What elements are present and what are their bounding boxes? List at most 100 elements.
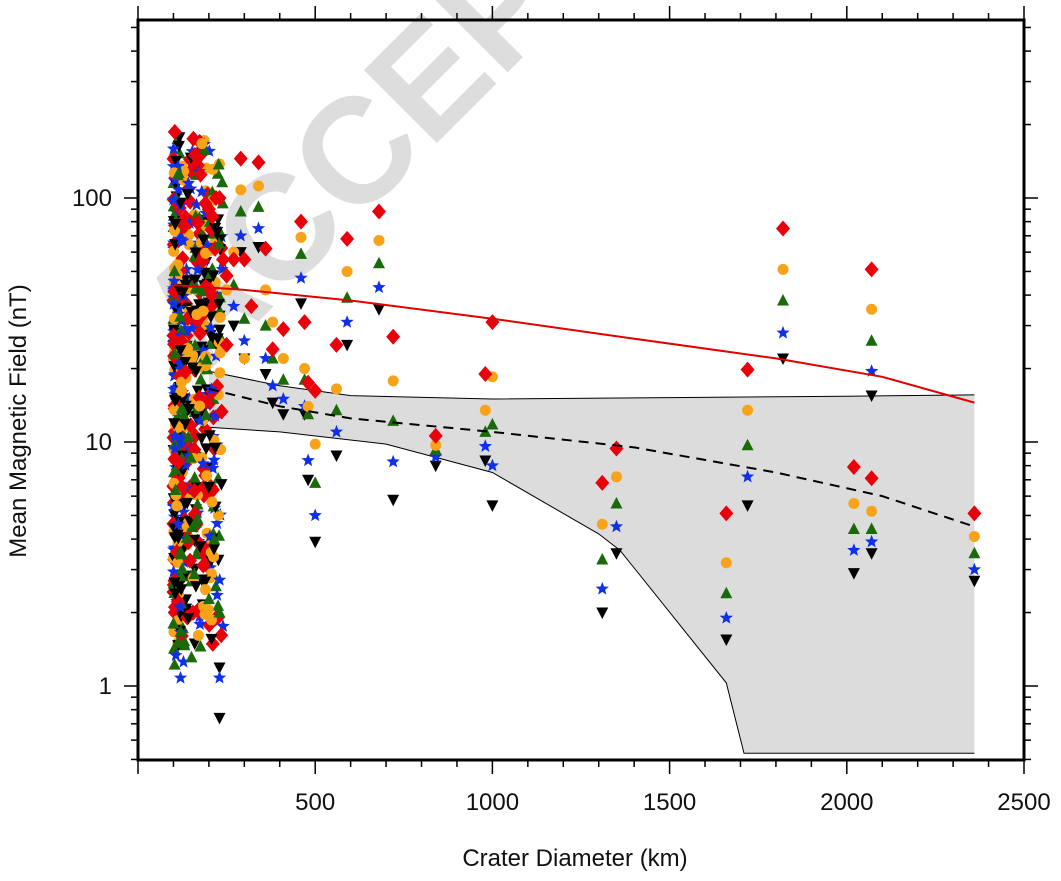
inverted-triangle-point	[203, 430, 216, 442]
triangle-point	[194, 639, 207, 652]
star-point	[865, 534, 879, 548]
inverted-triangle-point	[215, 479, 228, 491]
star-point	[276, 392, 290, 405]
star-point	[340, 315, 354, 328]
diamond-point	[297, 314, 312, 331]
dashed-fit-line	[208, 387, 975, 528]
circle-point	[214, 312, 226, 324]
star-point	[429, 449, 443, 463]
inverted-triangle-point	[486, 500, 499, 512]
inverted-triangle-point	[968, 575, 981, 588]
circle-point	[299, 363, 311, 375]
inverted-triangle-point	[190, 366, 203, 378]
diamond-point	[276, 321, 291, 338]
star-point	[174, 362, 188, 375]
star-point	[847, 543, 861, 556]
inverted-triangle-point	[213, 662, 226, 675]
star-point	[175, 531, 190, 545]
inverted-triangle-point	[169, 588, 182, 600]
x-tick-label: 1500	[643, 789, 696, 816]
triangle-point	[212, 599, 225, 611]
circle-point	[387, 375, 399, 387]
diamond-point	[244, 298, 259, 315]
diamond-point	[371, 203, 386, 220]
diamond-point	[177, 218, 192, 235]
inverted-triangle-point	[204, 311, 217, 324]
triangle-point	[190, 547, 203, 560]
triangle-point	[175, 402, 188, 414]
inverted-triangle-point	[302, 474, 315, 487]
star-point	[177, 505, 191, 518]
inverted-triangle-point	[202, 482, 215, 494]
triangle-point	[309, 476, 322, 488]
diamond-point	[193, 325, 208, 342]
circle-point	[194, 400, 206, 412]
triangle-point	[174, 625, 187, 637]
inverted-triangle-point	[212, 298, 225, 311]
triangle-point	[259, 319, 272, 331]
triangle-point	[188, 567, 201, 579]
star-point	[172, 352, 187, 366]
star-point	[166, 564, 181, 578]
star-point	[167, 274, 181, 287]
inverted-triangle-point	[170, 155, 183, 168]
star-point	[251, 221, 266, 235]
y-tick-label: 10	[85, 429, 112, 456]
circle-point	[267, 316, 279, 328]
triangle-point	[174, 545, 187, 558]
star-point	[189, 197, 204, 211]
star-point	[167, 297, 181, 310]
diamond-point	[294, 213, 309, 230]
star-point	[193, 617, 207, 630]
inverted-triangle-point	[188, 638, 201, 650]
inverted-triangle-point	[174, 197, 187, 210]
star-point	[865, 364, 879, 377]
star-point	[166, 141, 181, 155]
star-point	[386, 454, 400, 468]
triangle-point	[212, 158, 225, 170]
band-upper-edge	[208, 370, 975, 400]
inverted-triangle-point	[259, 368, 272, 381]
inverted-triangle-point	[209, 222, 222, 235]
inverted-triangle-point	[193, 541, 206, 553]
triangle-point	[169, 483, 182, 495]
circle-point	[742, 404, 754, 416]
star-point	[740, 469, 755, 483]
inverted-triangle-point	[330, 450, 343, 463]
circle-point	[197, 305, 209, 317]
triangle-point	[177, 636, 190, 649]
circle-point	[260, 284, 272, 296]
diamond-point	[265, 341, 280, 358]
inverted-triangle-point	[596, 607, 609, 620]
triangle-point	[168, 347, 181, 359]
diamond-point	[219, 336, 234, 353]
star-point	[195, 184, 209, 198]
inverted-triangle-point	[181, 497, 194, 510]
circle-point	[205, 568, 217, 580]
inverted-triangle-point	[181, 189, 194, 201]
y-tick-label: 1	[99, 673, 112, 700]
triangle-point	[295, 247, 308, 259]
star-point	[208, 409, 222, 422]
star-point	[776, 325, 790, 339]
diamond-point	[214, 403, 229, 420]
star-point	[196, 456, 210, 470]
inverted-triangle-point	[168, 509, 181, 521]
star-point	[213, 573, 227, 586]
triangle-point	[200, 352, 213, 365]
star-point	[294, 271, 308, 284]
inverted-triangle-point	[227, 320, 240, 333]
triangle-point	[865, 522, 878, 534]
star-point	[167, 382, 181, 395]
circle-point	[596, 518, 608, 530]
diamond-point	[301, 374, 316, 391]
triangle-point	[372, 256, 385, 269]
inverted-triangle-point	[847, 568, 860, 580]
circle-point	[430, 439, 442, 451]
inverted-triangle-point	[610, 548, 623, 560]
star-point	[174, 232, 188, 245]
x-tick-label: 2000	[820, 789, 873, 816]
diamond-point	[864, 470, 879, 487]
star-point	[184, 181, 198, 195]
star-point	[609, 519, 624, 533]
